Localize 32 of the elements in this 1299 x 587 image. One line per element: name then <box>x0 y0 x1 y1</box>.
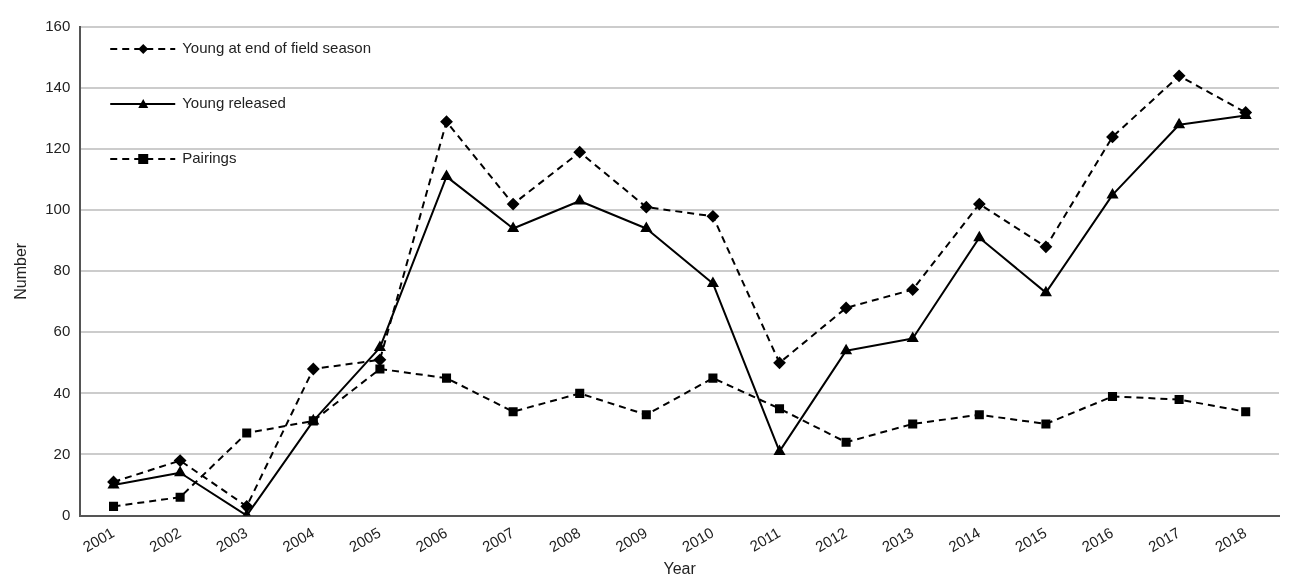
y-tick-label: 0 <box>61 505 71 523</box>
y-tick-label: 140 <box>45 78 71 96</box>
x-tick-label: 2016 <box>1078 523 1117 556</box>
x-axis-title: Year <box>663 559 697 577</box>
x-tick-label: 2008 <box>545 523 584 556</box>
x-tick-label: 2004 <box>279 523 317 556</box>
x-tick-label: 2011 <box>746 523 784 555</box>
x-tick-label: 2006 <box>412 523 451 556</box>
y-tick-label: 160 <box>45 17 71 35</box>
x-tick-label: 2012 <box>812 523 850 556</box>
x-tick-label: 2010 <box>679 523 717 556</box>
y-tick-label: 40 <box>53 383 71 401</box>
x-tick-label: 2007 <box>479 523 517 556</box>
y-axis-title: Number <box>12 242 30 300</box>
x-tick-label: 2005 <box>346 523 384 556</box>
y-tick-label: 60 <box>53 322 71 340</box>
x-tick-label: 2002 <box>146 523 184 556</box>
legend-label: Pairings <box>182 149 237 167</box>
y-tick-label: 80 <box>53 261 71 279</box>
x-tick-label: 2001 <box>79 523 118 556</box>
x-tick-label: 2003 <box>212 523 251 556</box>
x-tick-label: 2018 <box>1211 523 1250 556</box>
x-tick-label: 2009 <box>612 523 650 556</box>
y-tick-label: 100 <box>45 200 71 218</box>
legend-label: Young released <box>182 94 286 112</box>
y-tick-label: 20 <box>53 444 71 462</box>
x-tick-label: 2017 <box>1145 523 1183 556</box>
x-tick-label: 2014 <box>945 523 983 556</box>
x-tick-label: 2013 <box>878 523 917 556</box>
y-tick-label: 120 <box>45 139 71 157</box>
x-tick-label: 2015 <box>1012 523 1050 556</box>
legend-label: Young at end of field season <box>182 39 372 57</box>
